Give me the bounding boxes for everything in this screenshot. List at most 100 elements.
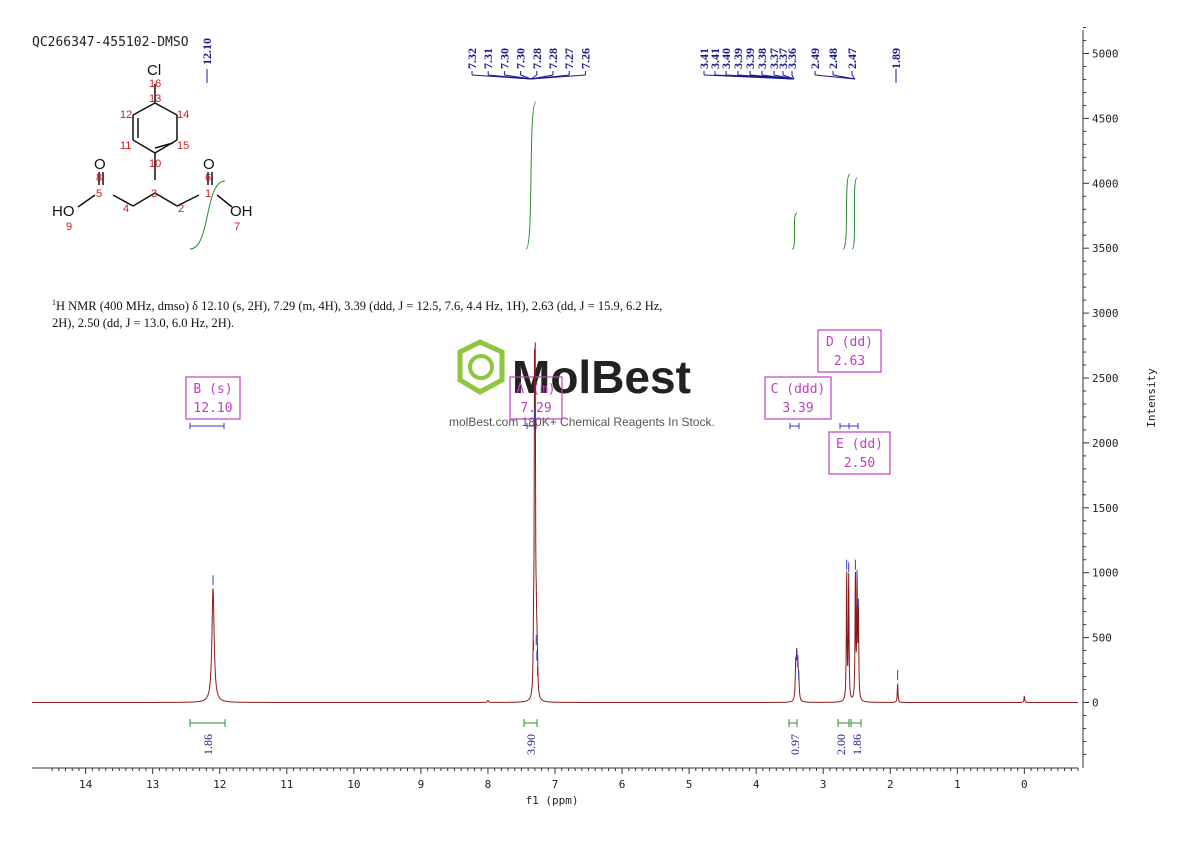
integral-value: 1.86 <box>850 734 864 755</box>
bond <box>132 139 156 154</box>
integral-curve <box>842 173 851 250</box>
spectrum-line <box>32 342 1078 703</box>
nmr-description: 1H NMR (400 MHz, dmso) δ 12.10 (s, 2H), … <box>52 294 672 332</box>
atom-index: 6 <box>205 172 211 184</box>
multiplet-name: C (ddd) <box>771 382 826 397</box>
x-tick-label: 12 <box>213 778 226 791</box>
integral-bars: 1.86 3.90 0.97 2.00 1.86 <box>189 719 864 755</box>
x-tick-label: 2 <box>887 778 894 791</box>
multiplet-value: 2.50 <box>844 456 875 471</box>
peak-label: 3.37 <box>767 48 781 69</box>
multiplet-box: E (dd) 2.50 <box>828 423 891 475</box>
bond <box>216 194 233 208</box>
multiplet-boxes: B (s) 12.10 A (m) 7.29 C (ddd) 3.39 D (dd) 2.63… <box>185 329 891 475</box>
atom-oh: OH <box>230 203 253 220</box>
peak-label: 1.89 <box>889 48 903 69</box>
nmr-description-text: H NMR (400 MHz, dmso) δ 12.10 (s, 2H), 7… <box>52 299 663 331</box>
atom-index: 9 <box>66 221 72 233</box>
y-tick-label: 1000 <box>1092 567 1119 580</box>
atom-index: 15 <box>177 140 189 152</box>
atom-index: 12 <box>120 109 132 121</box>
bond <box>154 102 178 116</box>
peak-label: 3.41 <box>708 48 722 69</box>
multiplet-value: 12.10 <box>193 401 232 416</box>
multiplet-value: 7.29 <box>520 401 551 416</box>
x-tick-label: 9 <box>418 778 425 791</box>
peak-label: 3.36 <box>785 48 799 69</box>
peak-label: 7.32 <box>465 48 479 69</box>
y-tick-label: 5000 <box>1092 48 1119 61</box>
multiplet-name: E (dd) <box>836 437 883 452</box>
integral-curves <box>189 101 858 250</box>
multiplet-box: C (ddd) 3.39 <box>764 376 832 429</box>
bond <box>132 102 156 116</box>
multiplet-value: 2.63 <box>834 354 865 369</box>
x-tick-label: 8 <box>485 778 492 791</box>
molecule-atom-labels: Cl 16 13 12 14 11 15 10 3 O 8 5 4 2 O 6 … <box>52 62 253 233</box>
y-tick-label: 0 <box>1092 697 1099 710</box>
peak-label-fan <box>504 74 532 80</box>
x-tick-label: 7 <box>552 778 559 791</box>
atom-cl: Cl <box>147 62 161 79</box>
peak-label: 3.37 <box>776 48 790 69</box>
atom-index: 7 <box>234 221 240 233</box>
multiplet-box: A (m) 7.29 <box>509 376 563 429</box>
integral-curve <box>851 177 858 250</box>
peak-label: 3.38 <box>755 48 769 69</box>
peak-label-fan <box>773 74 795 80</box>
x-tick-label: 5 <box>686 778 693 791</box>
peak-label: 3.39 <box>743 48 757 69</box>
x-tick-label: 3 <box>820 778 827 791</box>
multiplet-box-frame <box>828 431 891 475</box>
peak-label-fan <box>791 74 795 80</box>
x-tick-label: 4 <box>753 778 760 791</box>
peak-label: 7.28 <box>546 48 560 69</box>
x-tick-label: 13 <box>146 778 159 791</box>
y-axis: 0 500 1000 1500 2000 2500 3000 3500 4000 4500 5000 <box>1082 27 1119 768</box>
peak-label: 2.47 <box>845 48 859 69</box>
y-tick-label: 2000 <box>1092 437 1119 450</box>
atom-index: 10 <box>149 158 161 170</box>
watermark-tagline: molBest.com 180K+ Chemical Reagents In S… <box>449 415 715 429</box>
y-tick-label: 4500 <box>1092 112 1119 125</box>
peak-label-fan <box>814 74 856 80</box>
bond <box>112 194 134 207</box>
bond <box>154 142 174 149</box>
x-axis-label: f1 (ppm) <box>526 794 579 807</box>
multiplet-box: D (dd) 2.63 <box>817 329 882 429</box>
peak-label: 2.49 <box>808 48 822 69</box>
y-tick-label: 500 <box>1092 632 1112 645</box>
integral-value: 1.86 <box>201 734 215 755</box>
peak-label: 3.41 <box>697 48 711 69</box>
multiplet-box-frame <box>764 376 832 420</box>
atom-index: 11 <box>120 140 131 152</box>
peak-label: 12.10 <box>200 38 214 65</box>
integral-value: 2.00 <box>834 734 848 755</box>
multiplet-value: 3.39 <box>782 401 813 416</box>
atom-index: 8 <box>96 172 102 184</box>
integral-curve <box>791 212 798 250</box>
multiplet-box-frame <box>185 376 241 420</box>
y-tick-label: 1500 <box>1092 502 1119 515</box>
multiplet-box: B (s) 12.10 <box>185 376 241 429</box>
multiplet-box-frame <box>509 376 563 420</box>
peak-label-fan <box>520 74 532 80</box>
integral-curve <box>189 180 226 250</box>
atom-o: O <box>94 156 106 173</box>
peak-label-fan <box>851 74 856 80</box>
atom-index: 13 <box>149 93 161 105</box>
multiplet-name: B (s) <box>193 382 232 397</box>
peak-label: 3.39 <box>731 48 745 69</box>
y-tick-label: 3500 <box>1092 242 1119 255</box>
molbest-watermark: MolBest molBest.com 180K+ Chemical Reage… <box>449 339 715 429</box>
x-tick-label: 1 <box>954 778 961 791</box>
y-tick-label: 4000 <box>1092 177 1119 190</box>
atom-index: 16 <box>149 78 161 90</box>
peak-label: 7.26 <box>578 48 592 69</box>
sample-id: QC266347-455102-DMSO <box>32 35 189 50</box>
atom-index: 3 <box>151 188 157 200</box>
x-tick-label: 11 <box>280 778 293 791</box>
bond <box>77 194 96 208</box>
peak-label: 2.48 <box>826 48 840 69</box>
